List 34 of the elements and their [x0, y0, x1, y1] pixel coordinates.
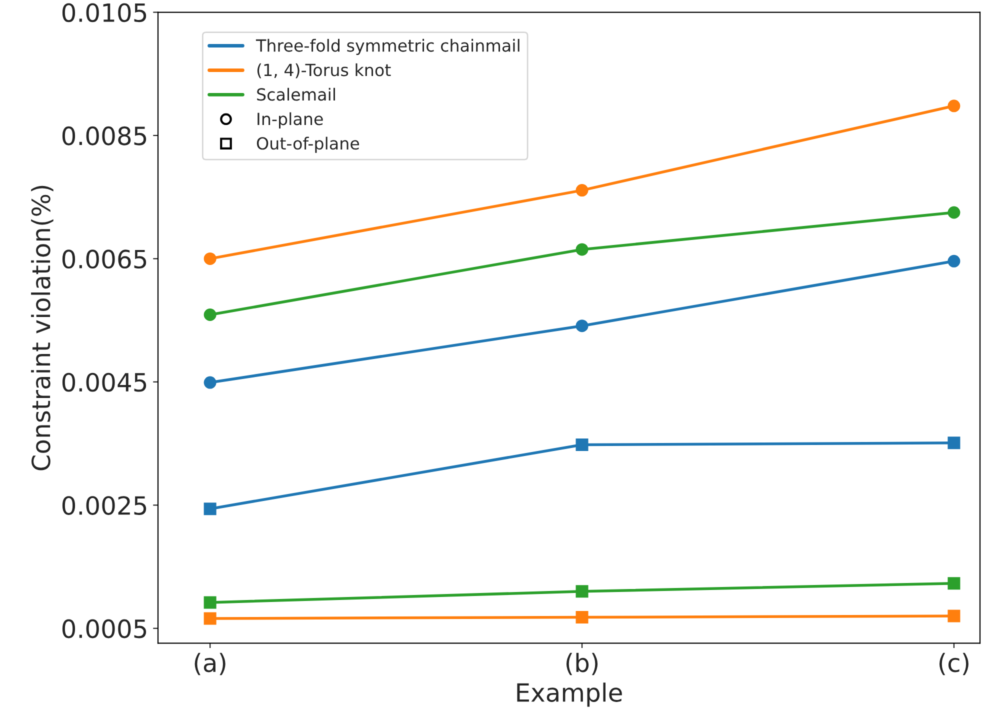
point [576, 438, 588, 451]
x-tick-label: (c) [939, 652, 968, 676]
y-tick-label: 0.0005 [62, 619, 146, 638]
point [204, 308, 216, 322]
y-tick-label: 0.0085 [62, 126, 146, 146]
point [948, 610, 960, 622]
point [576, 320, 588, 332]
point [948, 436, 960, 450]
point [576, 184, 588, 197]
y-tick-label: 0.0025 [62, 496, 146, 515]
point [576, 585, 588, 598]
point [576, 611, 588, 624]
point [948, 577, 960, 590]
legend-label: Out-of-plane [256, 136, 360, 153]
point [204, 612, 216, 625]
x-tick-label: (b) [566, 652, 598, 676]
legend-label: (1, 4)-Torus knot [257, 63, 391, 78]
point [948, 254, 960, 268]
point [948, 100, 960, 112]
y-axis-title: Constraint violation(%) [31, 186, 54, 470]
point [204, 596, 216, 609]
x-axis-title: Example [517, 682, 622, 707]
x-tick-label: (a) [194, 652, 226, 676]
y-tick-label: 0.0045 [62, 372, 146, 392]
legend-label: Three-fold symmetric chainmail [256, 38, 520, 56]
point [204, 502, 216, 516]
legend-label: Scalemail [257, 88, 335, 101]
point [948, 206, 960, 219]
point [204, 376, 216, 389]
point [204, 252, 216, 265]
point [576, 243, 588, 256]
y-tick-label: 0.0105 [62, 3, 146, 22]
y-tick-label: 0.0065 [62, 250, 146, 269]
legend-label: In-plane [258, 112, 323, 128]
